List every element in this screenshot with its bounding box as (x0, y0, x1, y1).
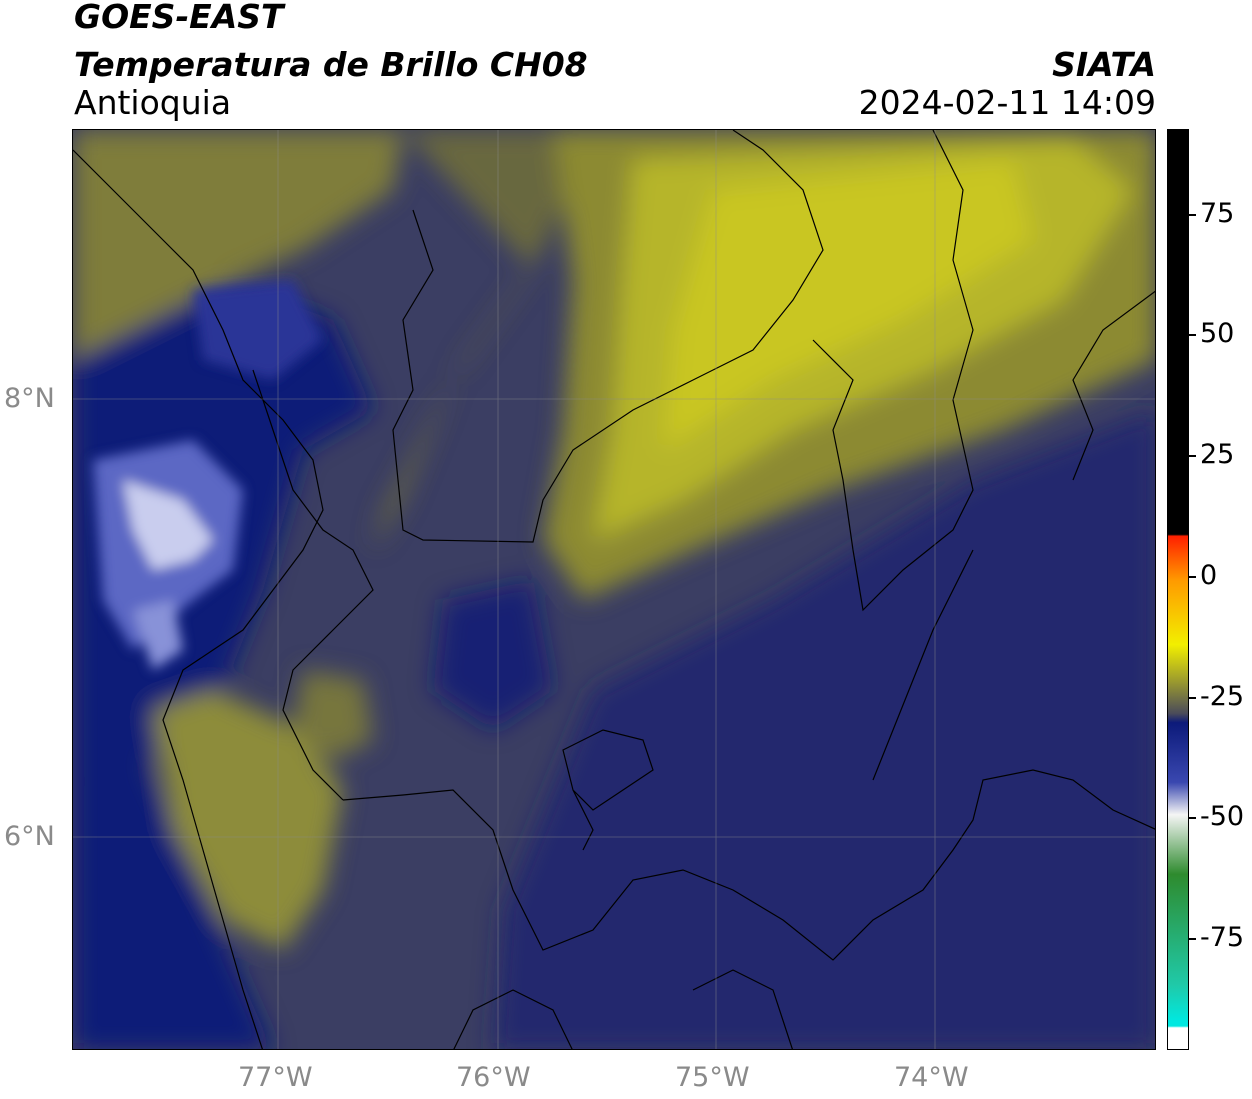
colorbar-tick-50 (1189, 334, 1196, 336)
department-border-south (342, 769, 1155, 961)
temperature-colorbar (1167, 129, 1189, 1050)
lon-label-77w: 77°W (238, 1062, 313, 1093)
colorbar-label-50: 50 (1200, 318, 1235, 349)
colorbar-label-75: 75 (1200, 198, 1235, 229)
colorbar-label-minus25: -25 (1200, 681, 1245, 712)
department-border-west (252, 369, 374, 801)
cold-cloud-patch (193, 280, 323, 380)
cold-cloud-tops (93, 280, 323, 670)
cold-cloud-white (123, 480, 213, 570)
colorbar-tick-75 (1189, 214, 1196, 216)
graticule (73, 130, 1155, 1049)
colorbar-label-25: 25 (1200, 439, 1235, 470)
border-far-east (872, 290, 1155, 781)
political-borders (73, 130, 1155, 1049)
colorbar-label-minus75: -75 (1200, 922, 1245, 953)
satellite-title: GOES-EAST (74, 0, 284, 36)
olive-ridge-north (373, 130, 593, 550)
brand-label: SIATA (1052, 45, 1156, 84)
lon-label-75w: 75°W (675, 1062, 750, 1093)
colorbar-tick-minus50 (1189, 817, 1196, 819)
temperature-fields (73, 130, 1155, 1049)
lon-label-74w: 74°W (894, 1062, 969, 1093)
colorbar-tick-minus25 (1189, 697, 1196, 699)
olive-band-northwest (73, 130, 403, 360)
navy-region-southwest (73, 730, 273, 1049)
brightness-temperature-map (73, 130, 1155, 1049)
navy-region-east (493, 410, 1155, 1049)
lon-label-76w: 76°W (456, 1062, 531, 1093)
border-lower-east (453, 969, 793, 1049)
border-small-municipalities (562, 729, 654, 851)
department-border-east (812, 130, 974, 612)
colorbar-label-minus50: -50 (1200, 801, 1245, 832)
lat-label-8n: 8°N (4, 383, 55, 414)
cold-cloud-streak (133, 600, 183, 670)
product-title: Temperatura de Brillo CH08 (74, 45, 588, 84)
colorbar-label-0: 0 (1200, 560, 1218, 591)
datetime-label: 2024-02-11 14:09 (858, 83, 1156, 122)
colorbar-tick-25 (1189, 455, 1196, 457)
yellow-core-bright (663, 160, 1033, 450)
navy-patch-center (433, 580, 553, 730)
coastline-west (73, 149, 324, 1049)
olive-patch-small (293, 670, 373, 760)
colorbar-tick-0 (1189, 576, 1196, 578)
olive-patch-southwest (153, 690, 343, 950)
region-label: Antioquia (74, 83, 232, 122)
colorbar-tick-minus75 (1189, 938, 1196, 940)
department-border-north (392, 130, 824, 543)
lat-label-6n: 6°N (4, 821, 55, 852)
map-panel (72, 129, 1156, 1050)
